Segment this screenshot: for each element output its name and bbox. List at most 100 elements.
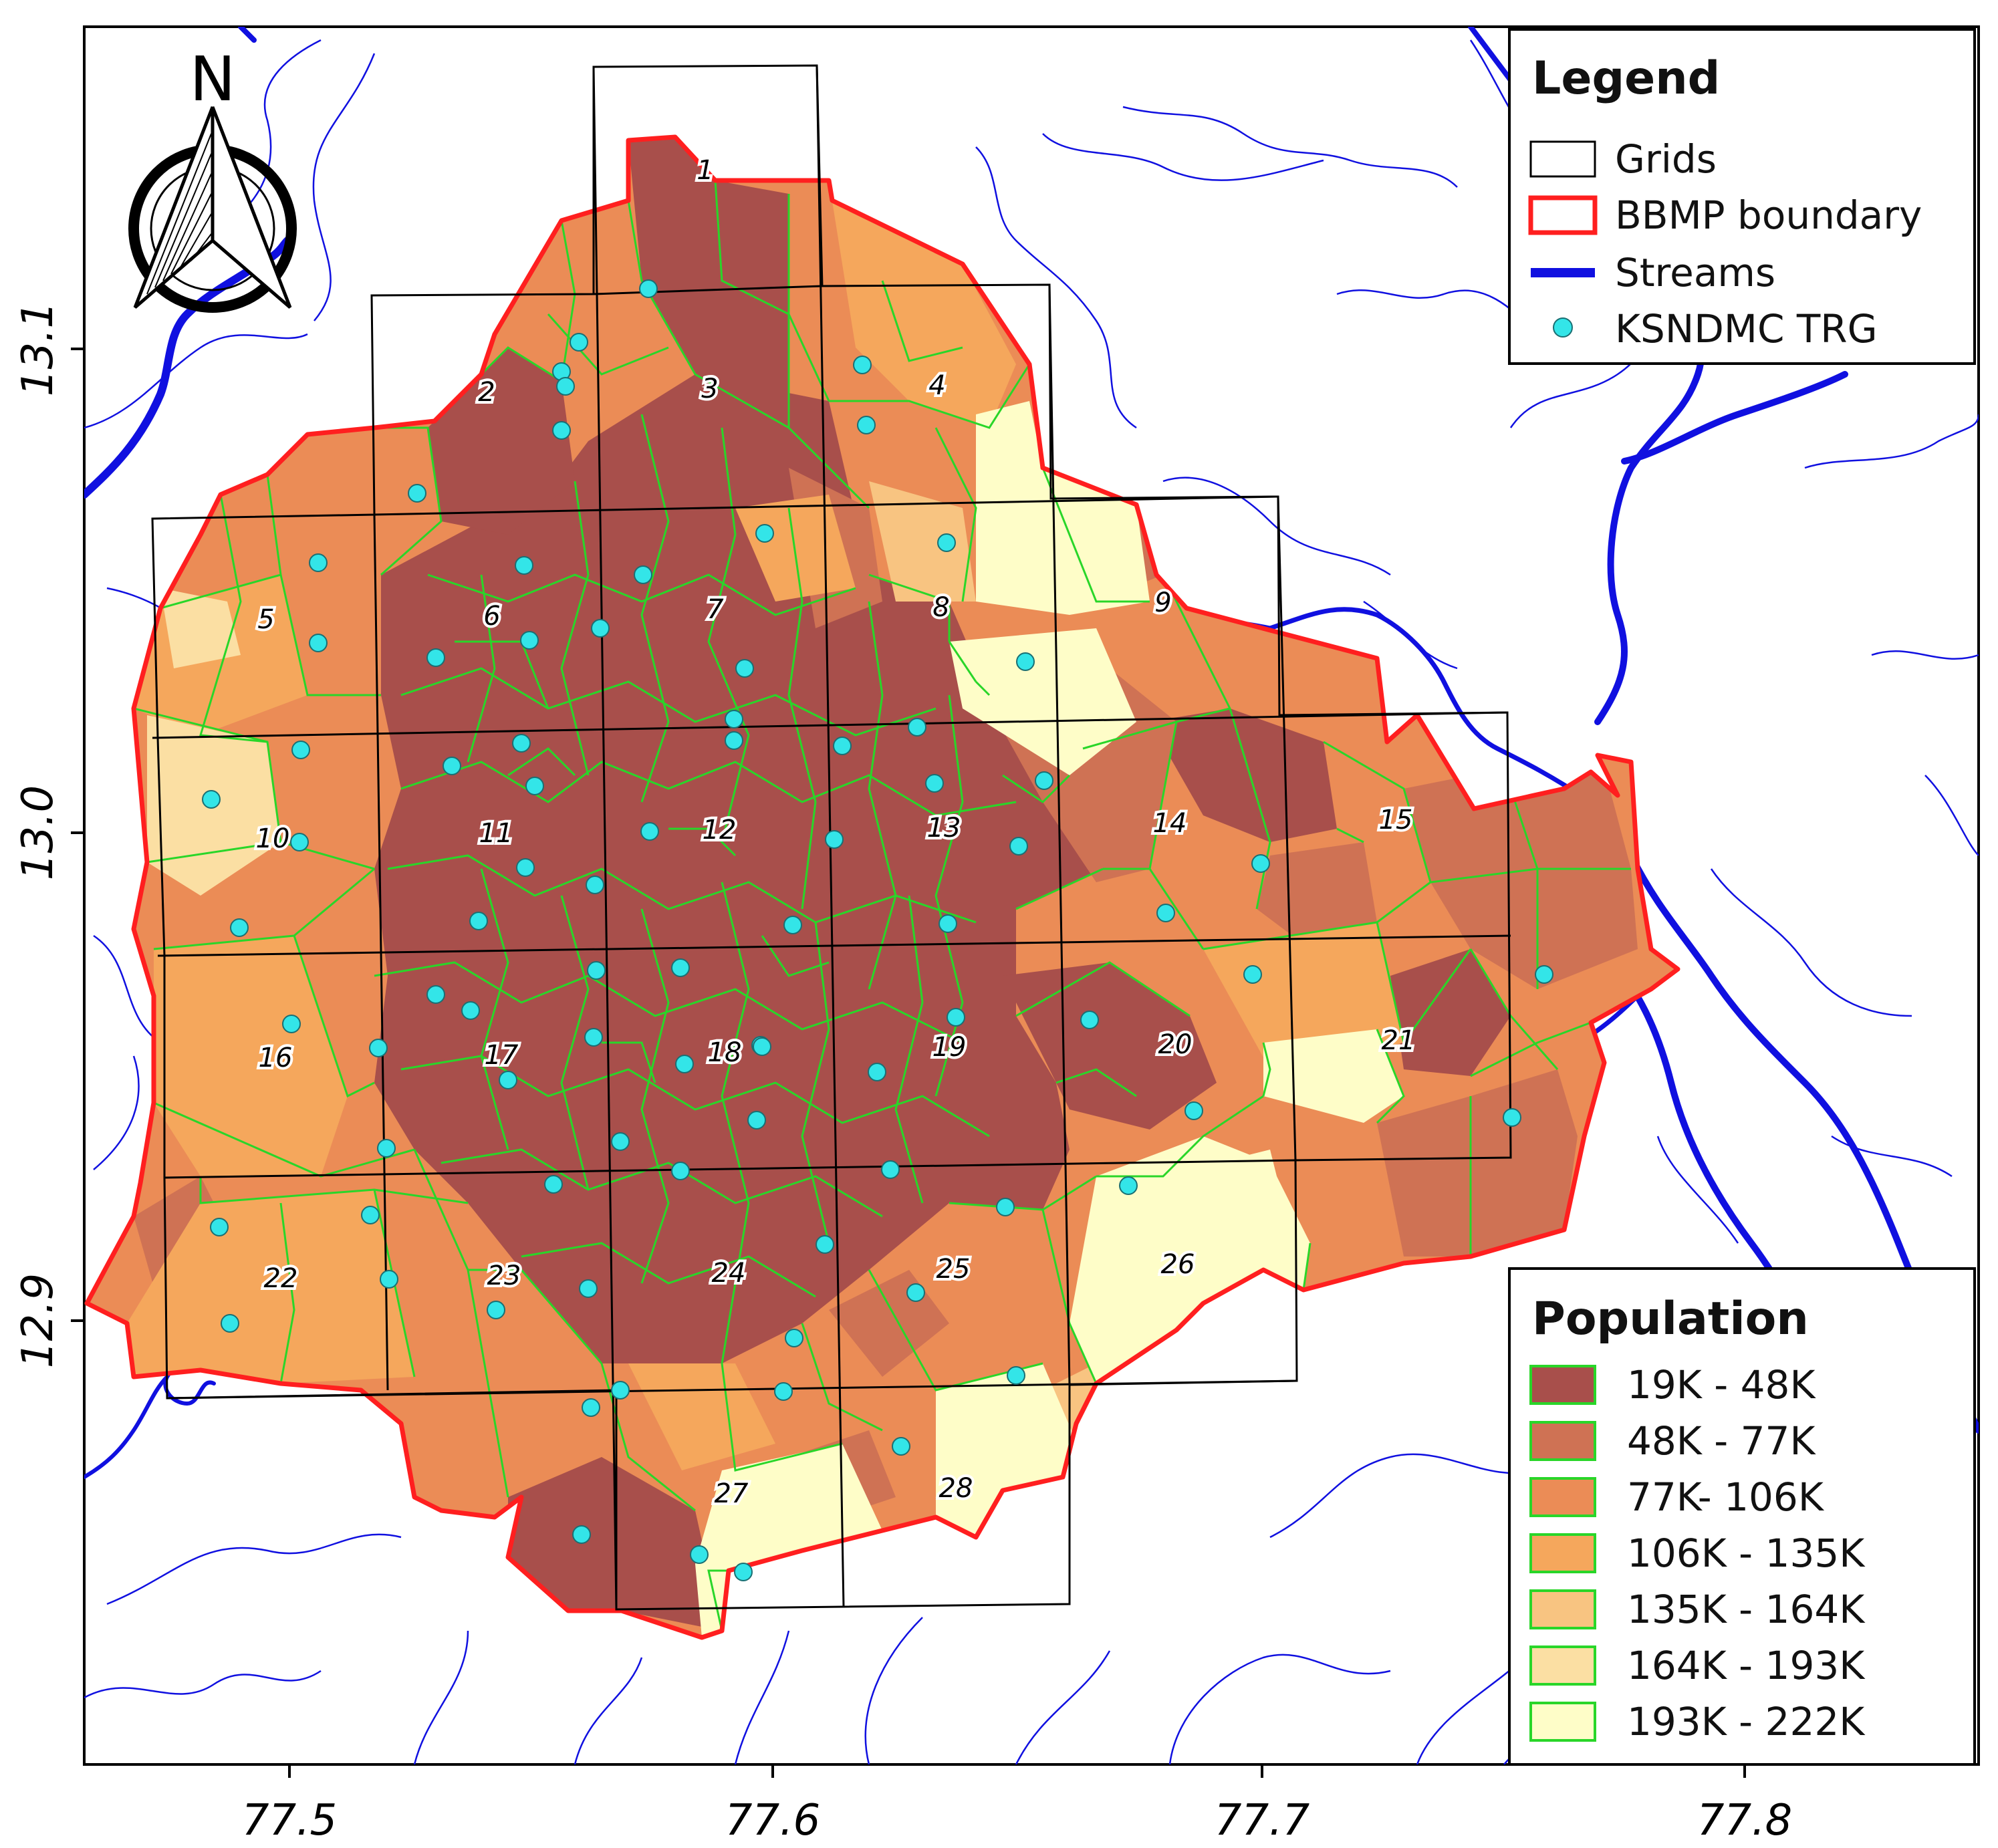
rain-gauge-marker xyxy=(1156,904,1175,922)
x-tick-label: 77.8 xyxy=(1697,1796,1793,1845)
x-tick-label: 77.5 xyxy=(242,1796,338,1845)
rain-gauge-marker xyxy=(753,1037,771,1056)
rain-gauge-marker xyxy=(785,1329,803,1347)
north-label: N xyxy=(190,43,236,115)
grid-number-label: 16 xyxy=(259,1043,293,1073)
rain-gauge-marker xyxy=(221,1314,239,1333)
rain-gauge-marker xyxy=(1184,1101,1203,1120)
y-tick-label: 13.0 xyxy=(13,785,63,881)
x-axis-labels: 77.5 77.6 77.7 77.8 xyxy=(242,1796,1793,1845)
rain-gauge-marker xyxy=(1535,965,1553,984)
rain-gauge-marker xyxy=(377,1139,396,1158)
rain-gauge-marker xyxy=(586,876,604,894)
map-legend: Legend Grids BBMP boundary Streams KSNDM… xyxy=(1508,28,1976,365)
rain-gauge-marker xyxy=(640,822,659,841)
rain-gauge-marker xyxy=(939,914,957,933)
grid-number-label: 2 xyxy=(478,377,495,408)
rain-gauge-marker xyxy=(725,731,743,750)
rain-gauge-marker xyxy=(611,1381,630,1400)
grid-number-label: 13 xyxy=(927,813,961,843)
rain-gauge-marker xyxy=(579,1279,598,1298)
rain-gauge-marker xyxy=(525,777,544,795)
rain-gauge-marker xyxy=(774,1382,793,1401)
rain-gauge-marker xyxy=(1503,1108,1521,1127)
boundary-box-icon xyxy=(1528,195,1598,235)
rain-gauge-marker xyxy=(783,916,802,934)
rain-gauge-marker xyxy=(369,1039,388,1057)
grid-number-label: 19 xyxy=(932,1032,967,1063)
grid-number-label: 14 xyxy=(1153,808,1187,839)
grid-number-label: 10 xyxy=(256,823,290,854)
rain-gauge-marker xyxy=(825,830,844,849)
rain-gauge-marker xyxy=(210,1218,229,1236)
rain-gauge-marker xyxy=(1035,771,1053,790)
rain-gauge-marker xyxy=(675,1055,694,1073)
rain-gauge-marker xyxy=(947,1008,965,1027)
rain-gauge-marker xyxy=(408,484,426,503)
rain-gauge-marker xyxy=(1080,1011,1099,1029)
grid-number-label: 20 xyxy=(1158,1029,1193,1060)
legend-item-label: Streams xyxy=(1615,250,1775,295)
rain-gauge-marker xyxy=(202,790,221,809)
population-class-swatch xyxy=(1529,1589,1596,1629)
rain-gauge-marker xyxy=(937,533,956,552)
rain-gauge-marker xyxy=(925,774,944,793)
grid-number-label: 21 xyxy=(1382,1025,1416,1056)
grid-number-label: 25 xyxy=(936,1254,971,1285)
rain-gauge-marker xyxy=(892,1437,910,1456)
population-class-swatch xyxy=(1529,1645,1596,1686)
rain-gauge-marker xyxy=(587,961,606,980)
y-tick-label: 12.9 xyxy=(13,1273,63,1369)
rain-gauge-marker xyxy=(833,737,852,755)
grid-number-label: 17 xyxy=(485,1040,519,1071)
rain-gauge-marker xyxy=(309,634,328,652)
grid-number-label: 27 xyxy=(715,1478,749,1509)
rain-gauge-marker xyxy=(290,833,309,851)
population-class-swatch xyxy=(1529,1365,1596,1405)
rain-gauge-marker xyxy=(1007,1366,1025,1385)
rain-gauge-marker xyxy=(572,1525,591,1544)
y-tick-label: 13.1 xyxy=(13,301,63,397)
population-class-swatch xyxy=(1529,1533,1596,1573)
rain-gauge-marker xyxy=(725,710,743,729)
rain-gauge-marker xyxy=(469,912,488,930)
rain-gauge-marker xyxy=(671,958,690,977)
rain-gauge-marker xyxy=(426,648,445,667)
axis-ticks xyxy=(71,348,1746,1778)
grid-number-label: 18 xyxy=(708,1037,742,1068)
rain-gauge-marker xyxy=(857,416,876,434)
grid-number-label: 24 xyxy=(712,1258,746,1289)
rain-gauge-marker xyxy=(487,1301,505,1319)
rain-gauge-marker xyxy=(996,1198,1015,1216)
rain-gauge-dot-icon xyxy=(1553,317,1573,338)
rain-gauge-marker xyxy=(908,718,926,737)
rain-gauge-marker xyxy=(611,1132,630,1151)
legend-title: Legend xyxy=(1532,52,1720,105)
y-axis-labels: 13.1 13.0 12.9 xyxy=(13,301,63,1369)
rain-gauge-marker xyxy=(1243,965,1262,984)
grid-number-label: 7 xyxy=(707,594,724,625)
population-class-label: 164K - 193K xyxy=(1627,1643,1866,1688)
rain-gauge-marker xyxy=(512,734,531,753)
population-class-swatch xyxy=(1529,1421,1596,1461)
grid-number-label: 8 xyxy=(932,592,949,623)
rain-gauge-marker xyxy=(499,1071,517,1089)
rain-gauge-marker xyxy=(361,1206,380,1224)
rain-gauge-marker xyxy=(690,1545,709,1564)
rain-gauge-marker xyxy=(747,1111,766,1130)
grid-number-label: 9 xyxy=(1154,587,1171,618)
grid-number-label: 22 xyxy=(264,1263,298,1294)
rain-gauge-marker xyxy=(291,741,310,759)
x-tick-label: 77.6 xyxy=(725,1796,821,1845)
population-legend-title: Population xyxy=(1532,1293,1809,1345)
rain-gauge-marker xyxy=(735,659,754,678)
legend-item-label: BBMP boundary xyxy=(1615,192,1922,238)
population-class-label: 193K - 222K xyxy=(1627,1699,1866,1744)
rain-gauge-marker xyxy=(556,377,575,396)
rain-gauge-marker xyxy=(461,1001,480,1020)
grid-number-label: 4 xyxy=(928,370,945,401)
rain-gauge-marker xyxy=(591,619,610,638)
rain-gauge-marker xyxy=(1009,837,1028,855)
rain-gauge-marker xyxy=(582,1398,600,1417)
